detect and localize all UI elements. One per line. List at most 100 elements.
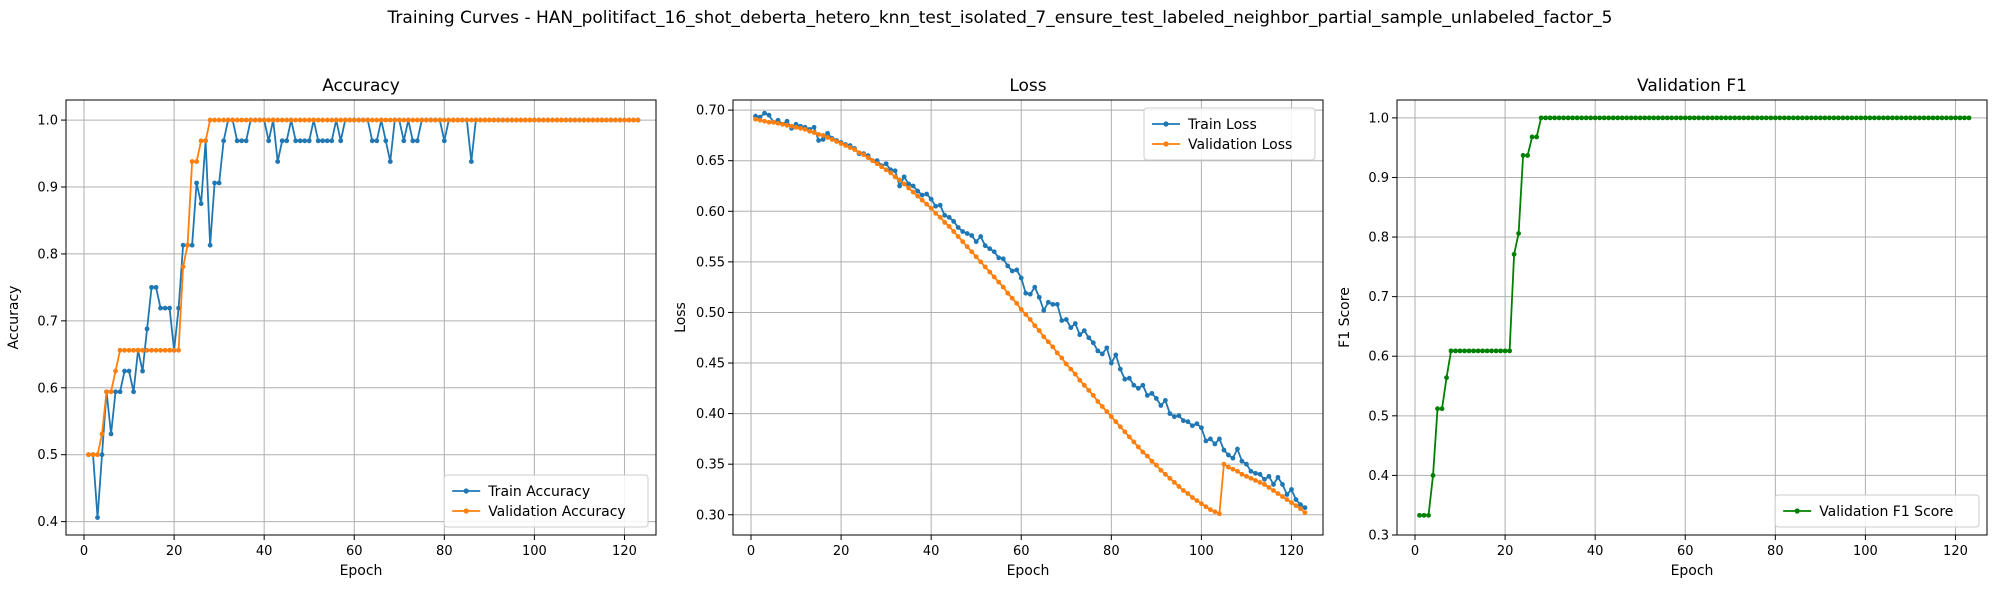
data-point: [365, 117, 371, 123]
data-point: [279, 138, 285, 144]
data-point: [897, 177, 903, 183]
data-point: [1430, 473, 1436, 478]
data-point: [1189, 495, 1195, 500]
data-point: [1153, 462, 1159, 468]
x-tick-label: 0: [1411, 544, 1419, 559]
data-point: [847, 145, 853, 150]
data-point: [933, 210, 939, 216]
data-point: [162, 305, 168, 311]
data-point: [1664, 115, 1670, 121]
data-point: [753, 116, 758, 122]
data-point: [207, 117, 213, 123]
data-point: [1063, 317, 1069, 322]
data-point: [1126, 434, 1132, 440]
data-point: [1777, 115, 1783, 121]
y-axis-label: Loss: [673, 302, 689, 333]
data-point: [626, 117, 632, 123]
data-point: [1302, 510, 1308, 516]
data-point: [1935, 115, 1940, 121]
data-point: [1257, 471, 1263, 477]
data-point: [1221, 461, 1227, 467]
data-point: [144, 326, 150, 332]
data-point: [1135, 444, 1141, 450]
x-tick-label: 80: [1767, 544, 1784, 559]
legend-marker: [1163, 121, 1169, 127]
data-point: [288, 117, 294, 123]
data-point: [1095, 399, 1101, 404]
data-point: [113, 389, 118, 395]
data-point: [441, 138, 447, 144]
y-tick-label: 0.8: [1368, 231, 1389, 246]
data-point: [906, 185, 912, 191]
data-point: [1498, 348, 1503, 354]
data-point: [1239, 471, 1245, 477]
data-point: [915, 188, 921, 194]
data-point: [86, 452, 91, 458]
data-point: [212, 117, 218, 123]
data-point: [243, 138, 249, 144]
subplot-title: Accuracy: [322, 76, 400, 96]
data-point: [149, 284, 154, 290]
data-point: [1131, 382, 1137, 388]
data-point: [964, 231, 970, 236]
data-point: [910, 183, 916, 189]
data-point: [338, 117, 344, 123]
data-point: [991, 249, 997, 255]
data-point: [99, 431, 105, 437]
data-point: [171, 347, 177, 353]
data-point: [140, 347, 145, 353]
legend: Validation F1 Score: [1774, 494, 1980, 528]
y-tick-label: 0.65: [696, 154, 725, 169]
data-point: [1262, 476, 1267, 482]
data-point: [987, 269, 993, 275]
data-point: [1244, 461, 1249, 467]
legend-marker: [1163, 141, 1169, 147]
data-point: [401, 138, 407, 144]
data-point: [1226, 464, 1231, 470]
data-point: [1795, 115, 1801, 121]
data-point: [1633, 115, 1639, 121]
data-point: [1059, 355, 1065, 361]
data-point: [252, 117, 258, 123]
data-point: [762, 118, 767, 124]
data-point: [1068, 325, 1074, 331]
data-point: [162, 347, 168, 353]
data-point: [802, 126, 808, 132]
data-point: [1858, 115, 1864, 121]
data-point: [946, 224, 952, 229]
data-point: [383, 117, 389, 123]
data-point: [1962, 115, 1967, 121]
data-point: [1718, 115, 1724, 121]
data-point: [1754, 115, 1760, 121]
data-point: [631, 117, 636, 123]
data-point: [1705, 115, 1711, 121]
data-point: [1009, 268, 1015, 274]
data-point: [522, 117, 528, 123]
x-tick-label: 0: [747, 544, 755, 559]
data-point: [1552, 115, 1558, 121]
x-tick-label: 20: [1497, 544, 1514, 559]
data-point: [883, 167, 889, 173]
data-point: [131, 389, 136, 395]
data-point: [1813, 115, 1819, 121]
x-tick-label: 100: [1189, 544, 1214, 559]
data-point: [414, 138, 420, 144]
data-point: [153, 347, 159, 353]
data-point: [635, 117, 641, 123]
data-point: [604, 117, 609, 123]
data-point: [816, 138, 821, 143]
data-point: [1453, 348, 1458, 354]
data-point: [1045, 299, 1051, 305]
data-point: [1153, 396, 1159, 401]
data-point: [1736, 115, 1742, 121]
data-point: [1271, 488, 1276, 493]
data-point: [960, 229, 966, 234]
data-point: [441, 117, 447, 123]
data-point: [1171, 480, 1177, 485]
data-point: [1253, 470, 1258, 476]
data-point: [216, 180, 222, 186]
data-point: [829, 137, 835, 142]
y-tick-label: 0.5: [37, 448, 58, 463]
data-point: [789, 123, 794, 129]
data-point: [333, 117, 339, 123]
